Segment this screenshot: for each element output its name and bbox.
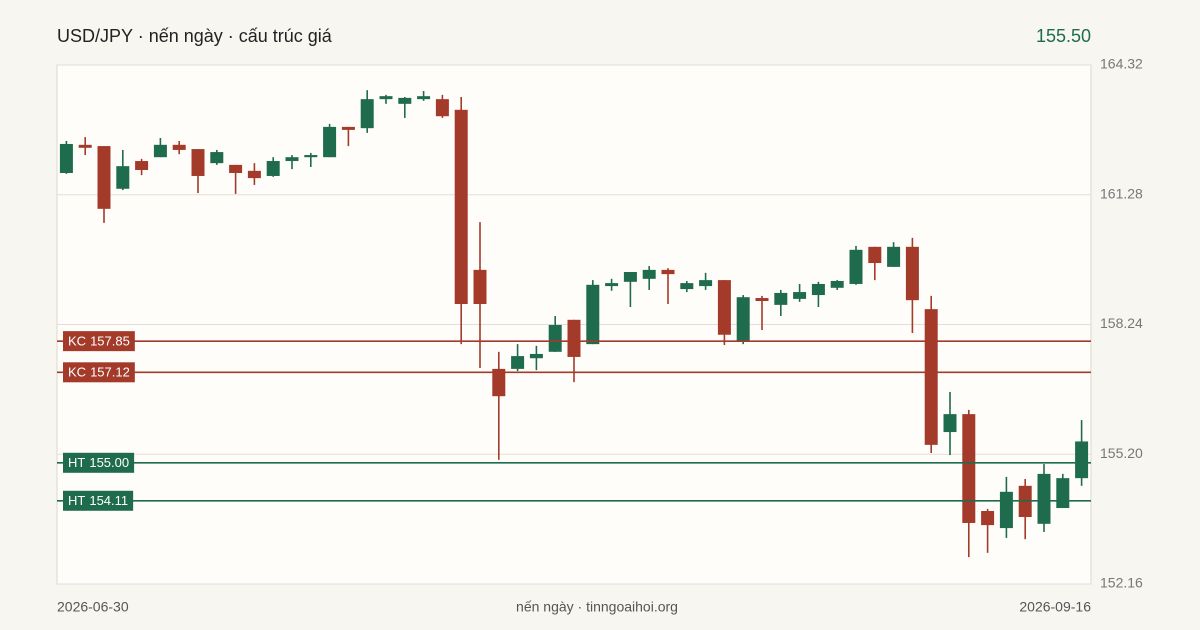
candle-body [78, 144, 92, 148]
candle-body [247, 170, 261, 179]
candle-body [473, 269, 487, 305]
y-tick-label: 152.16 [1100, 575, 1143, 591]
candle-body [623, 272, 637, 282]
candle-body [435, 99, 449, 117]
y-tick-label: 164.32 [1100, 56, 1143, 72]
last-price: 155.50 [1036, 26, 1091, 46]
candle-body [548, 324, 562, 352]
candle-body [210, 152, 224, 164]
candle-body [999, 491, 1013, 529]
candle-body [454, 109, 468, 305]
candle-body [191, 149, 205, 176]
candle-body [417, 96, 431, 100]
level-label-box [63, 362, 135, 383]
candle-body [811, 283, 825, 296]
candle-body [1075, 441, 1089, 479]
y-tick-label: 155.20 [1100, 445, 1143, 461]
candle-body [172, 144, 186, 150]
y-tick-label: 161.28 [1100, 185, 1143, 201]
candle-body [285, 157, 299, 162]
candle-body [379, 96, 393, 100]
candle-body [135, 161, 149, 170]
candle-body [360, 99, 374, 129]
candle-body [586, 284, 600, 345]
candle-body [642, 269, 656, 279]
level-value: 157.12 [90, 365, 130, 380]
x-tick-label: 2026-06-30 [57, 599, 129, 615]
candle-body [97, 146, 111, 209]
candle-body [717, 280, 731, 335]
level-name: KC [68, 365, 86, 380]
candle-body [830, 280, 844, 288]
level-value: 157.85 [90, 334, 130, 349]
candle-body [661, 269, 675, 275]
candle-body [793, 292, 807, 299]
level-name: KC [68, 334, 86, 349]
candle-body [567, 319, 581, 357]
candle-body [341, 126, 355, 130]
candle-body [1037, 473, 1051, 524]
candle-body [229, 164, 243, 173]
level-label-box [63, 490, 134, 511]
level-value: 154.11 [89, 493, 128, 508]
level-value: 155.00 [89, 455, 129, 470]
candle-body [755, 298, 769, 302]
level-name: HT [68, 455, 85, 470]
level-label-box [63, 331, 135, 352]
candle-body [962, 414, 976, 523]
candle-body [981, 511, 995, 526]
candle-body [398, 97, 412, 104]
level-name: HT [68, 493, 85, 508]
candle-body [529, 353, 543, 359]
candle-body [849, 249, 863, 284]
candle-body [1056, 478, 1070, 509]
candle-body [924, 309, 938, 445]
candle-body [153, 144, 167, 158]
y-tick-label: 158.24 [1100, 315, 1143, 331]
candle-body [605, 283, 619, 287]
candle-body [774, 292, 788, 305]
candle-body [905, 246, 919, 301]
candle-body [511, 356, 525, 369]
candle-body [736, 297, 750, 342]
level-label-box [63, 452, 135, 473]
footer-source: nến ngày · tinngoaihoi.org [516, 599, 678, 615]
chart-title: USD/JPY · nến ngày · cấu trúc giá [57, 26, 333, 46]
candle-body [699, 280, 713, 287]
candle-body [680, 283, 694, 290]
candle-body [492, 368, 506, 397]
candle-body [59, 143, 73, 173]
candle-body [323, 126, 337, 158]
candle-body [266, 161, 280, 176]
candle-body [943, 414, 957, 433]
candle-body [868, 246, 882, 264]
x-tick-label: 2026-09-16 [1019, 599, 1091, 615]
candle-body [887, 246, 901, 267]
candle-body [304, 155, 318, 158]
candle-body [116, 166, 130, 189]
